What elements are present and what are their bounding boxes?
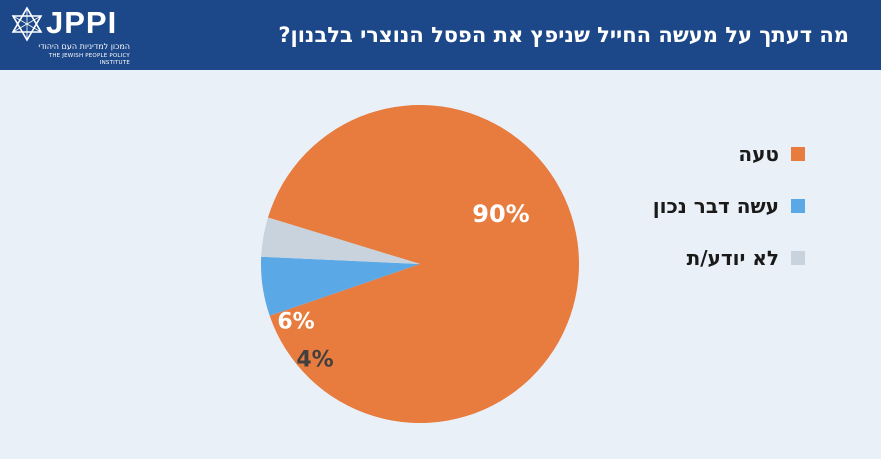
pie-chart: 90% 6% 4%: [260, 105, 579, 424]
header-bar: JPPI המכון למדיניות העם היהודי THE JEWIS…: [0, 0, 881, 70]
jppi-logo: JPPI המכון למדיניות העם היהודי THE JEWIS…: [10, 4, 150, 66]
star-of-david-icon: [11, 6, 43, 42]
legend-label: טעה: [738, 142, 779, 166]
logo-english-subtitle: THE JEWISH PEOPLE POLICY INSTITUTE: [48, 53, 130, 66]
legend-item-dont-know: לא יודע/ת: [505, 232, 805, 284]
pie-slice: [267, 105, 579, 424]
logo-hebrew-subtitle: המכון למדיניות העם היהודי: [38, 42, 130, 51]
pie-slice: [260, 256, 420, 316]
pie-slice: [261, 217, 420, 264]
legend-label: עשה דבר נכון: [652, 194, 779, 218]
legend-swatch: [791, 251, 805, 265]
page-title: מה דעתך על מעשה החייל שניפץ את הפסל הנוצ…: [278, 23, 849, 47]
chart-legend: טעה עשה דבר נכון לא יודע/ת: [505, 128, 805, 284]
pie-data-label: 4%: [296, 348, 333, 373]
logo-text: JPPI: [46, 5, 118, 40]
legend-item-wrong: טעה: [505, 128, 805, 180]
pie-data-label: 90%: [472, 200, 529, 228]
legend-swatch: [791, 147, 805, 161]
legend-item-right: עשה דבר נכון: [505, 180, 805, 232]
legend-label: לא יודע/ת: [686, 246, 779, 270]
legend-swatch: [791, 199, 805, 213]
pie-data-label: 6%: [277, 310, 314, 335]
